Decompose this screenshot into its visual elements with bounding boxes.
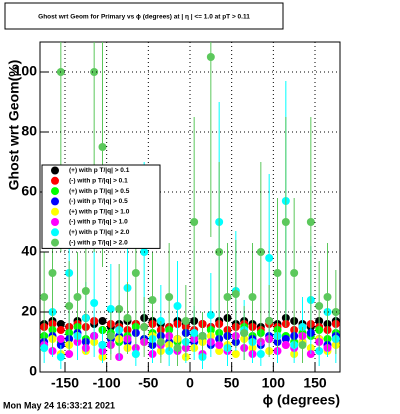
point [290, 269, 299, 277]
point [156, 338, 165, 346]
y-axis-label: Ghost wrt Geom(%) [6, 60, 22, 191]
point [240, 329, 249, 337]
point [56, 320, 65, 328]
legend-label: (-) with p T/|q| > 1.0 [69, 219, 128, 226]
point [98, 341, 107, 349]
point [98, 317, 107, 325]
point [73, 293, 82, 301]
point [56, 335, 65, 343]
x-tick-label: 100 [262, 375, 286, 391]
legend-label: (+) with p T/|q| > 2.0 [69, 229, 130, 236]
y-tick-label: 0 [29, 363, 37, 379]
point [181, 317, 190, 325]
point [298, 341, 307, 349]
point [223, 293, 232, 301]
point [65, 302, 74, 310]
point [148, 296, 157, 304]
point [165, 293, 174, 301]
point [248, 293, 257, 301]
legend-label: (+) with p T/|q| > 0.1 [69, 167, 130, 174]
point [281, 218, 290, 226]
point [215, 341, 224, 349]
point [281, 341, 290, 349]
point [131, 350, 140, 358]
y-tick-label: 20 [21, 303, 37, 319]
x-axis-label: ϕ (degrees) [263, 392, 340, 408]
legend-marker [51, 197, 59, 206]
point [215, 248, 224, 256]
point [90, 68, 99, 76]
x-tick-label: 50 [224, 375, 240, 391]
point [273, 269, 282, 277]
point [115, 305, 124, 313]
data-area [40, 42, 340, 369]
point [323, 293, 332, 301]
point [81, 287, 90, 295]
y-tick-label: 60 [21, 183, 37, 199]
footer: Mon May 24 16:33:21 2021 [3, 400, 115, 410]
point [48, 269, 57, 277]
point [123, 314, 132, 322]
legend-marker [51, 207, 59, 216]
point [198, 332, 207, 340]
legend-marker [51, 176, 59, 185]
y-tick-label: 100 [14, 63, 38, 79]
x-tick-label: -50 [138, 375, 158, 391]
point [190, 218, 199, 226]
point [206, 53, 215, 61]
point [265, 254, 274, 262]
legend-label: (-) with p T/|q| > 0.5 [69, 198, 128, 205]
point [131, 269, 140, 277]
x-tick-label: 150 [303, 375, 327, 391]
point [231, 350, 240, 358]
point [140, 323, 149, 331]
point [306, 218, 315, 226]
point [90, 299, 99, 307]
chart-title: Ghost wrt Geom for Primary vs ϕ (degrees… [38, 14, 250, 21]
point [315, 302, 324, 310]
legend-marker [51, 218, 59, 226]
point [98, 143, 107, 151]
title-box [4, 2, 284, 30]
point [256, 350, 265, 358]
point [40, 344, 49, 352]
point [231, 290, 240, 298]
x-tick-label: -100 [93, 375, 121, 391]
point [65, 350, 74, 358]
point [265, 317, 274, 325]
point [206, 311, 215, 319]
y-tick-label: 80 [21, 123, 37, 139]
point [173, 302, 182, 310]
x-tick-label: -150 [51, 375, 79, 391]
point [106, 305, 115, 313]
legend-marker [51, 238, 59, 247]
legend-box [41, 164, 161, 249]
legend-marker [51, 166, 59, 175]
legend-marker [51, 187, 59, 196]
legend-label: (+) with p T/|q| > 1.0 [69, 208, 130, 215]
legend-label: (-) with p T/|q| > 0.1 [69, 178, 128, 185]
point [56, 353, 65, 361]
point [106, 332, 115, 340]
point [56, 326, 65, 334]
legend-label: (+) with p T/|q| > 0.5 [69, 188, 130, 195]
point [173, 344, 182, 352]
y-tick-label: 40 [21, 243, 37, 259]
point [281, 335, 290, 343]
point [215, 347, 224, 355]
point [190, 329, 199, 337]
legend-label: (-) with p T/|q| > 2.0 [69, 239, 128, 246]
point [331, 308, 340, 316]
x-tick-label: 0 [186, 375, 194, 391]
point [40, 293, 49, 301]
legend-marker [51, 228, 59, 237]
